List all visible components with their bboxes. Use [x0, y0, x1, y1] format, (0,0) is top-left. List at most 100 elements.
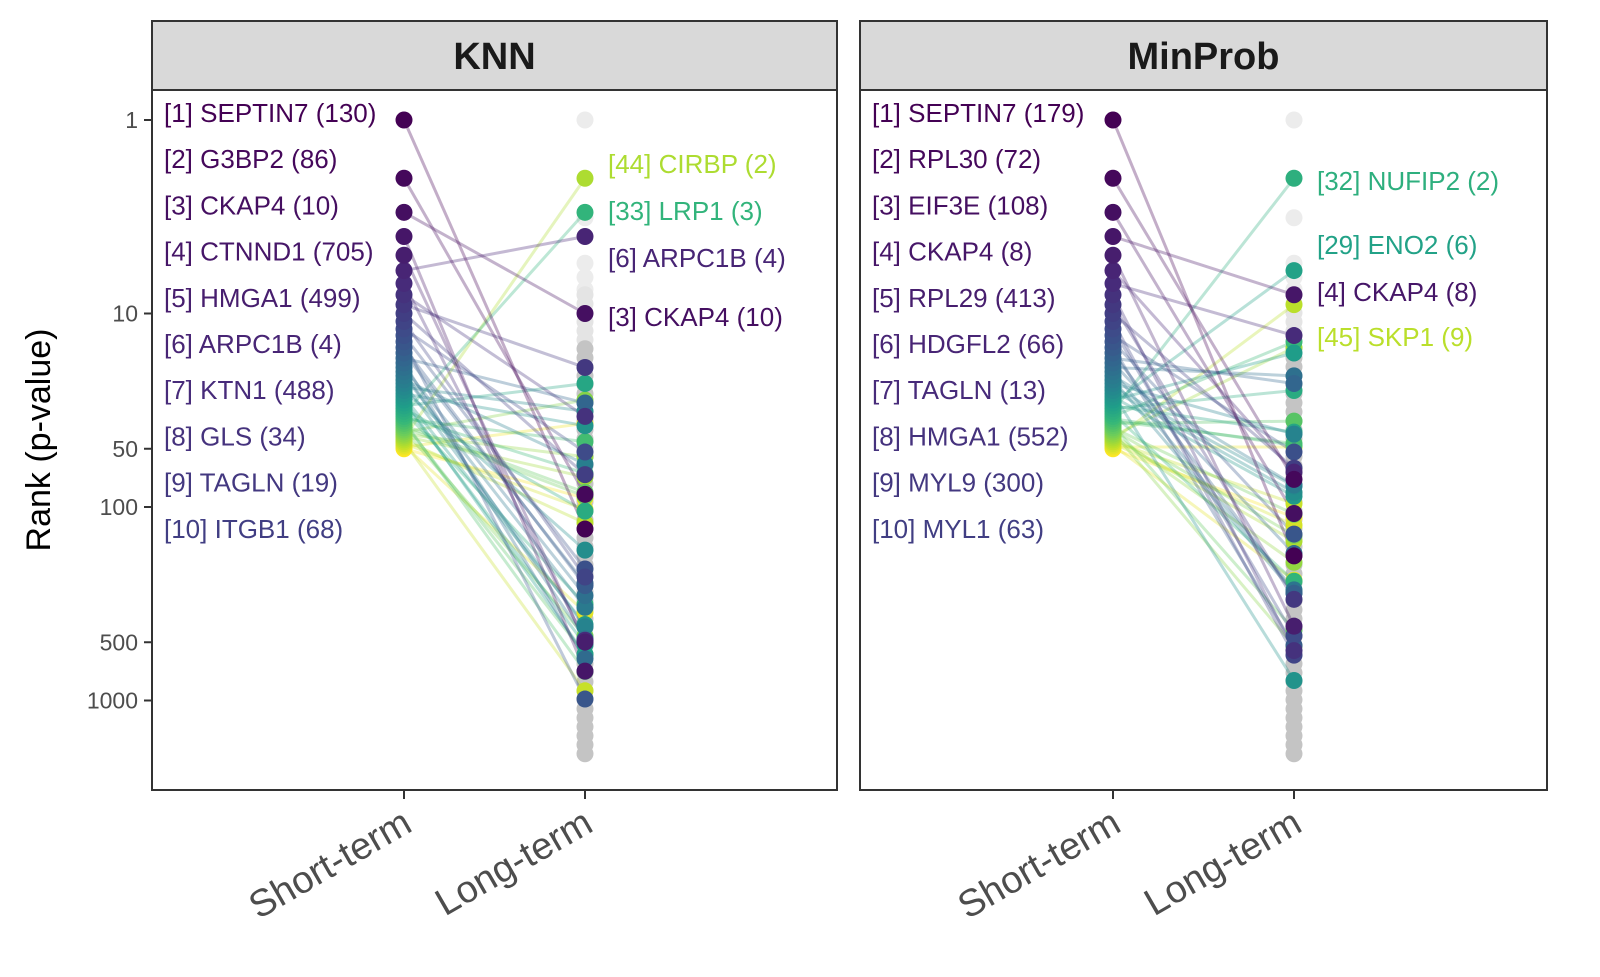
connector-line — [403, 378, 586, 466]
y-tick-label: 10 — [112, 301, 138, 327]
long-term-point — [1285, 642, 1303, 660]
short-term-gene-label: [4] CTNND1 (705) — [164, 237, 374, 267]
connector-line — [1111, 211, 1296, 515]
long-term-point — [1285, 590, 1303, 608]
short-term-gene-label: [8] GLS (34) — [164, 421, 306, 451]
long-term-point — [576, 394, 594, 412]
long-term-point — [1285, 374, 1303, 392]
connector-line — [403, 392, 586, 428]
short-term-gene-label: [4] CKAP4 (8) — [872, 237, 1032, 267]
connector-line — [1111, 340, 1296, 536]
connector-line — [403, 356, 586, 405]
long-term-point — [1285, 470, 1303, 488]
connector-line — [403, 442, 586, 511]
connector-line — [402, 396, 587, 626]
connector-line — [403, 235, 586, 273]
background-point — [576, 745, 594, 763]
short-term-point — [395, 275, 413, 293]
short-term-point — [395, 227, 413, 245]
short-term-gene-label: [8] HMGA1 (552) — [872, 421, 1069, 451]
short-term-gene-label: [10] ITGB1 (68) — [164, 514, 343, 544]
background-point — [1285, 745, 1303, 763]
long-term-point — [1285, 262, 1303, 280]
connector-line — [403, 398, 586, 434]
x-tick-label: Short-term — [951, 801, 1127, 927]
connector-line — [403, 312, 586, 476]
connector-line — [403, 407, 586, 513]
connector-line — [1112, 312, 1295, 470]
connector-line — [1112, 235, 1295, 297]
connector-line — [1111, 328, 1296, 637]
connector-line — [403, 385, 586, 413]
short-term-point — [395, 169, 413, 187]
background-point — [1285, 111, 1303, 129]
connector-line — [1111, 320, 1296, 656]
connector-line — [1112, 334, 1295, 454]
connector-line — [1112, 389, 1295, 494]
long-term-gene-label: [32] NUFIP2 (2) — [1317, 166, 1499, 196]
short-term-gene-label: [10] MYL1 (63) — [872, 514, 1044, 544]
long-term-point — [1285, 169, 1303, 187]
long-term-point — [576, 662, 594, 680]
x-tick-label: Long-term — [429, 801, 600, 924]
short-term-point — [395, 203, 413, 221]
background-point — [576, 268, 594, 286]
y-tick-label: 100 — [100, 494, 138, 520]
connector-line — [403, 303, 586, 369]
connector-line — [1112, 351, 1295, 402]
connector-line — [402, 177, 587, 439]
connector-line — [402, 341, 587, 700]
connector-line — [402, 366, 587, 597]
y-tick-label: 500 — [100, 629, 138, 655]
long-term-point — [576, 358, 594, 376]
long-term-points — [1285, 169, 1303, 689]
panel-minprob: MinProb Short-term Long-term [1] SEPTIN7 (1… — [859, 20, 1548, 928]
connector-line — [1112, 428, 1295, 537]
y-tick-label: 1000 — [87, 688, 138, 714]
connector-line — [1111, 392, 1296, 682]
connector-line — [403, 417, 586, 444]
connector-line — [402, 374, 587, 609]
short-term-gene-label: [3] EIF3E (108) — [872, 190, 1048, 220]
long-term-point — [576, 690, 594, 708]
connector-line — [1112, 269, 1295, 405]
short-term-gene-label: [1] SEPTIN7 (130) — [164, 98, 376, 128]
connector-line — [402, 429, 587, 637]
short-term-point — [1104, 227, 1122, 245]
connector-line — [403, 389, 586, 552]
connector-line — [403, 382, 586, 408]
long-term-point — [576, 568, 594, 586]
long-term-points — [576, 169, 594, 708]
connector-line — [1111, 177, 1296, 413]
background-point — [576, 111, 594, 129]
connector-line — [403, 327, 586, 454]
connector-line — [1112, 395, 1295, 498]
panel-title: KNN — [453, 36, 535, 78]
connector-line — [1112, 417, 1295, 447]
short-term-point — [395, 262, 413, 280]
panel-strip — [859, 20, 1548, 91]
connector-line — [1112, 442, 1295, 527]
long-term-gene-label: [4] CKAP4 (8) — [1317, 277, 1477, 307]
long-term-point — [576, 541, 594, 559]
connector-line — [1112, 340, 1295, 418]
connector-line — [1111, 412, 1296, 583]
connector-line — [1112, 447, 1295, 519]
long-term-point — [1285, 547, 1303, 565]
connector-line — [1111, 177, 1296, 481]
connector-line — [403, 447, 586, 500]
long-term-point — [576, 305, 594, 322]
short-term-gene-label: [7] KTN1 (488) — [164, 375, 335, 405]
connector-line — [402, 410, 587, 606]
short-term-gene-label: [1] SEPTIN7 (179) — [872, 98, 1084, 128]
connector-line — [402, 444, 587, 614]
connector-line — [1111, 361, 1296, 555]
long-term-gene-label: [3] CKAP4 (10) — [608, 302, 783, 332]
connector-line — [1112, 404, 1295, 434]
connector-line — [402, 370, 587, 640]
connector-line — [403, 438, 586, 525]
long-term-point — [1285, 443, 1303, 461]
connector-line — [402, 352, 587, 585]
x-tick-label: Long-term — [1138, 801, 1309, 924]
connector-line — [402, 399, 587, 656]
